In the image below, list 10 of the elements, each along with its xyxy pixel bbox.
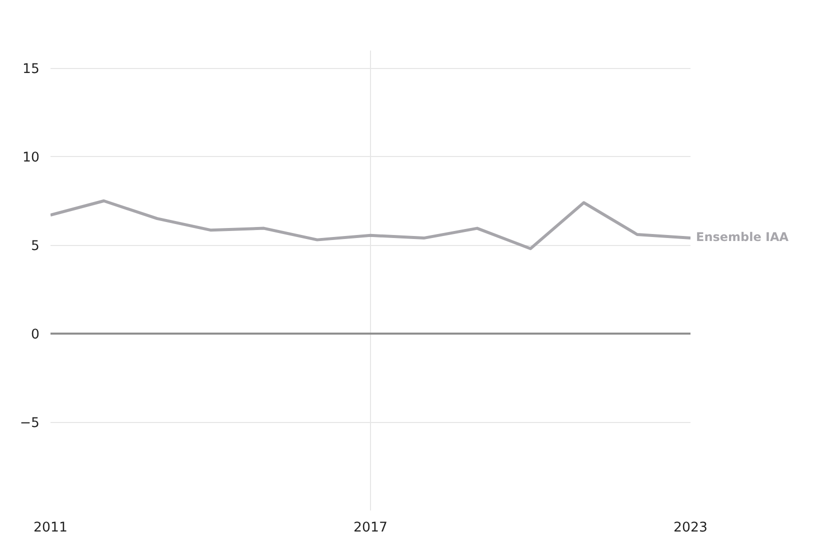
y-tick-label: 10 <box>22 150 40 166</box>
y-tick-label: 15 <box>22 62 40 78</box>
x-tick-label: 2023 <box>674 520 708 536</box>
x-tick-label: 2017 <box>354 520 388 536</box>
y-tick-label: −5 <box>20 416 40 432</box>
line-series <box>50 199 690 250</box>
x-tick-label: 2011 <box>34 520 68 536</box>
series-label: Ensemble IAA <box>696 229 789 246</box>
y-tick-label: 0 <box>31 328 40 343</box>
y-tick-label: 5 <box>31 239 40 254</box>
